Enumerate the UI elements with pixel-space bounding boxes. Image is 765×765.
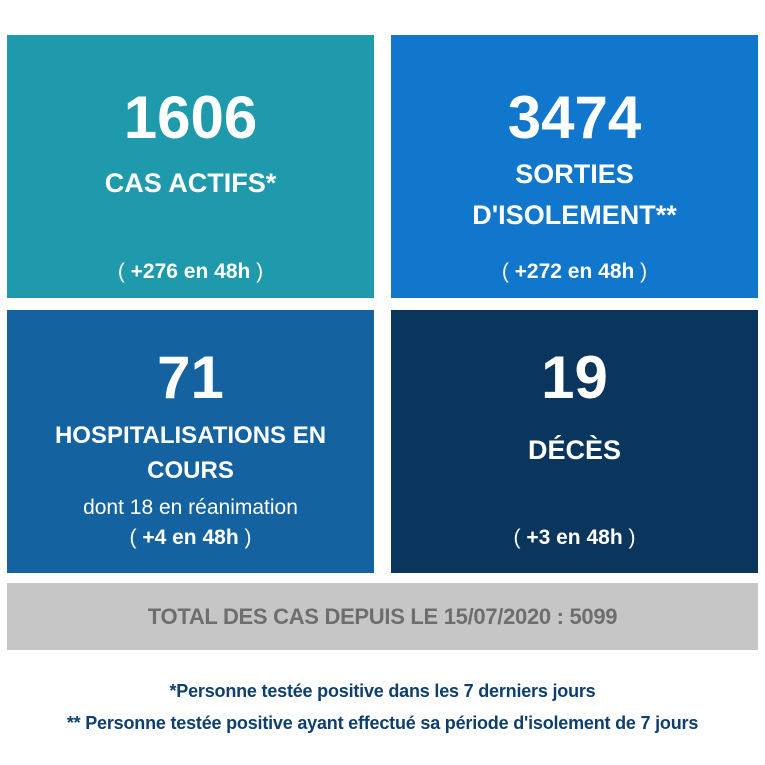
isolation-exits-tile: 3474 SORTIES D'ISOLEMENT** ( +272 en 48h… bbox=[391, 35, 758, 298]
isolation-exits-value: 3474 bbox=[507, 84, 642, 151]
hospitalisations-label-line1: HOSPITALISATIONS EN bbox=[54, 422, 327, 449]
isolation-exits-label-line2: D'ISOLEMENT** bbox=[472, 200, 677, 230]
active-cases-tile: 1606 CAS ACTIFS* ( +276 en 48h ) bbox=[7, 35, 374, 298]
deaths-label: DÉCÈS bbox=[527, 435, 622, 465]
active-cases-label: CAS ACTIFS* bbox=[104, 168, 277, 198]
deaths-value: 19 bbox=[541, 344, 608, 411]
active-cases-value: 1606 bbox=[123, 84, 258, 151]
deaths-change: ( +3 en 48h ) bbox=[513, 526, 636, 549]
footnote-active-cases: *Personne testée positive dans les 7 der… bbox=[169, 681, 596, 701]
hospitalisations-change: ( +4 en 48h ) bbox=[129, 526, 252, 549]
active-cases-change: ( +276 en 48h ) bbox=[117, 260, 264, 283]
total-cases-banner: TOTAL DES CAS DEPUIS LE 15/07/2020 : 509… bbox=[7, 583, 758, 650]
hospitalisations-value: 71 bbox=[157, 344, 224, 411]
footnote-isolation-exits: ** Personne testée positive ayant effect… bbox=[66, 713, 699, 733]
hospitalisations-tile: 71 HOSPITALISATIONS EN COURS dont 18 en … bbox=[7, 310, 374, 573]
isolation-exits-change: ( +272 en 48h ) bbox=[501, 260, 648, 283]
deaths-tile: 19 DÉCÈS ( +3 en 48h ) bbox=[391, 310, 758, 573]
isolation-exits-label-line1: SORTIES bbox=[515, 159, 634, 189]
icu-detail: dont 18 en réanimation bbox=[83, 496, 298, 519]
hospitalisations-label-line2: COURS bbox=[147, 457, 234, 484]
